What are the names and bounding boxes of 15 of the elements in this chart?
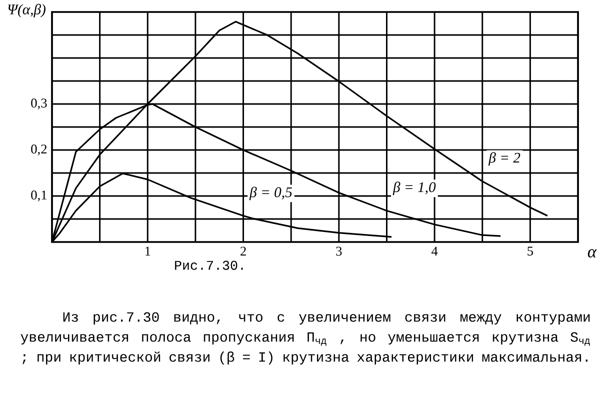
text: Из рис.7.30 видно, что с увеличением связи между контурами увеличивается полоса пропускания П$_{чд}$ , но уменьшается крутизна S$_{чд}$ ; при критической связи (β = I) крутизна характеристики максимальная. — [20, 312, 590, 365]
y-tick-label: 0,1 — [31, 190, 46, 202]
annotation: β = 1,0 — [392, 182, 436, 196]
text: Рис.7.30. — [175, 260, 243, 270]
y-axis-title: Ψ(α,β) — [8, 4, 46, 18]
x-tick-label: 1 — [145, 246, 150, 256]
y-tick-label: 0,3 — [31, 98, 47, 110]
y-tick-label: 0,2 — [31, 144, 47, 156]
x-tick-label: 2 — [240, 246, 246, 256]
x-tick-label: 3 — [336, 246, 342, 256]
x-axis-title: α — [588, 249, 597, 258]
x-tick-label: 5 — [528, 246, 533, 256]
annotation: β = 2 — [488, 152, 520, 166]
annotation: β = 0,5 — [249, 186, 292, 200]
x-tick-label: 4 — [431, 246, 438, 256]
